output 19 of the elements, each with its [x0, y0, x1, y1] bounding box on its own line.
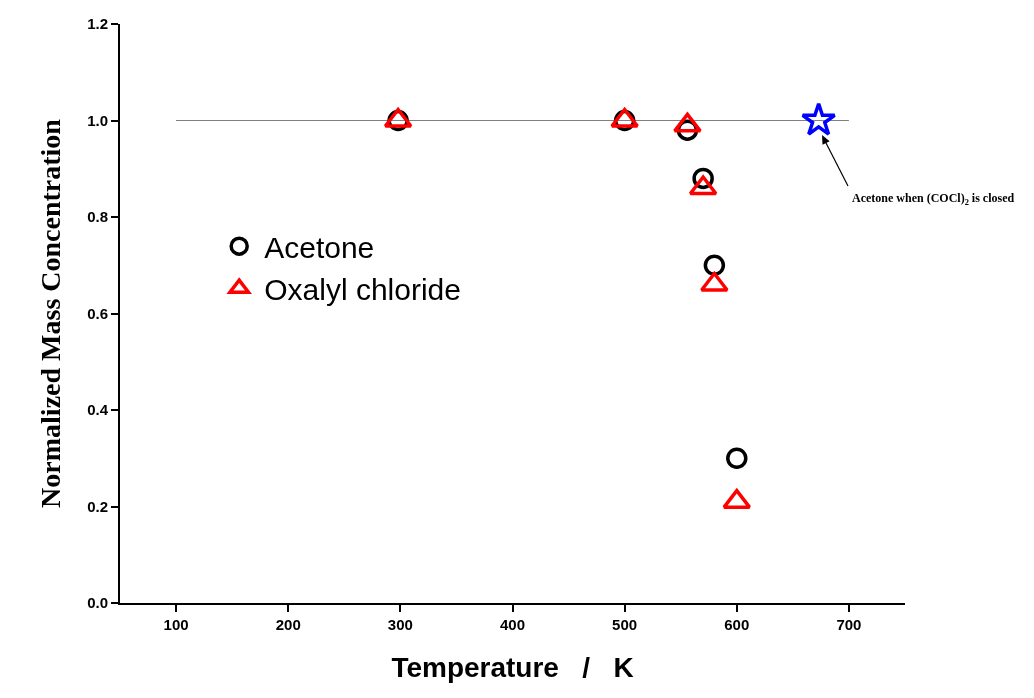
- y-tick-label: 1.2: [87, 15, 108, 33]
- x-tick-label: 100: [163, 616, 189, 633]
- y-tick-label: 1.0: [87, 111, 108, 129]
- y-tick-label: 0.0: [87, 594, 108, 612]
- x-tick-label: 400: [499, 616, 526, 633]
- legend-label: Acetone: [264, 230, 375, 264]
- x-axis-title: Temperature / K: [391, 651, 634, 683]
- y-tick-label: 0.8: [87, 208, 108, 226]
- y-tick-label: 0.4: [87, 401, 109, 419]
- y-tick-label: 0.2: [87, 497, 108, 515]
- x-tick-label: 500: [612, 616, 638, 633]
- annotation: Acetone when (COCl)$_{2}$ is closed: [852, 191, 1015, 207]
- x-tick-label: 300: [387, 616, 413, 633]
- y-tick-label: 0.6: [87, 304, 108, 322]
- x-tick-label: 200: [275, 616, 301, 633]
- y-axis-title: Normalized Mass Concentration: [35, 118, 67, 508]
- x-tick-label: 600: [724, 616, 750, 633]
- x-tick-label: 700: [836, 616, 862, 633]
- legend-label: Oxalyl chloride: [264, 272, 461, 306]
